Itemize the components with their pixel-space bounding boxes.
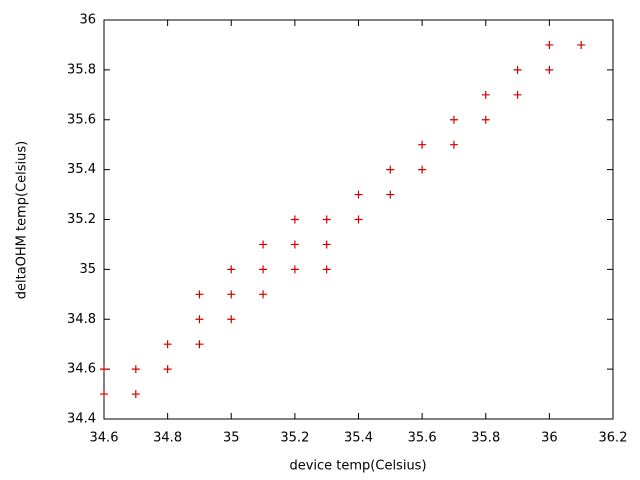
point	[163, 340, 172, 349]
x-tick-label: 35.4	[344, 431, 373, 446]
point	[449, 140, 458, 149]
x-tick-label: 35	[223, 431, 240, 446]
x-tick-label: 36	[541, 431, 558, 446]
point	[418, 140, 427, 149]
x-axis-label: device temp(Celsius)	[289, 459, 426, 474]
point	[449, 115, 458, 124]
y-tick-label: 35.2	[67, 212, 96, 227]
y-tick-label: 34.4	[67, 412, 96, 427]
point	[100, 365, 108, 374]
x-tick-label: 35.8	[471, 431, 500, 446]
point	[100, 390, 108, 399]
point	[290, 265, 299, 274]
y-tick-label: 35.4	[67, 162, 96, 177]
y-tick-label: 35.6	[67, 112, 96, 127]
y-tick-label: 36	[79, 13, 96, 28]
point	[227, 265, 236, 274]
point	[227, 315, 236, 324]
point	[513, 65, 522, 74]
point	[322, 265, 331, 274]
point	[418, 165, 427, 174]
y-tick-label: 35	[79, 262, 96, 277]
point	[354, 190, 363, 199]
x-tick-label: 35.2	[280, 431, 309, 446]
x-tick-label: 34.8	[153, 431, 182, 446]
y-tick-label: 34.8	[67, 312, 96, 327]
point	[195, 340, 204, 349]
point	[290, 240, 299, 249]
x-tick-label: 35.6	[408, 431, 437, 446]
point	[259, 265, 268, 274]
point	[195, 315, 204, 324]
y-tick-label: 34.6	[67, 362, 96, 377]
point	[195, 290, 204, 299]
point	[513, 90, 522, 99]
point	[227, 290, 236, 299]
y-axis-label: deltaOHM temp(Celsius)	[15, 141, 30, 300]
point	[259, 290, 268, 299]
x-tick-label: 34.6	[90, 431, 119, 446]
x-tick-label: 36.2	[599, 431, 628, 446]
point	[131, 365, 140, 374]
point	[259, 240, 268, 249]
point	[131, 390, 140, 399]
point	[386, 165, 395, 174]
point	[481, 90, 490, 99]
point	[577, 40, 586, 49]
point	[322, 215, 331, 224]
point	[322, 240, 331, 249]
point	[163, 365, 172, 374]
point	[386, 190, 395, 199]
point	[290, 215, 299, 224]
point	[481, 115, 490, 124]
point	[545, 65, 554, 74]
y-tick-label: 35.8	[67, 62, 96, 77]
point	[354, 215, 363, 224]
point	[545, 40, 554, 49]
